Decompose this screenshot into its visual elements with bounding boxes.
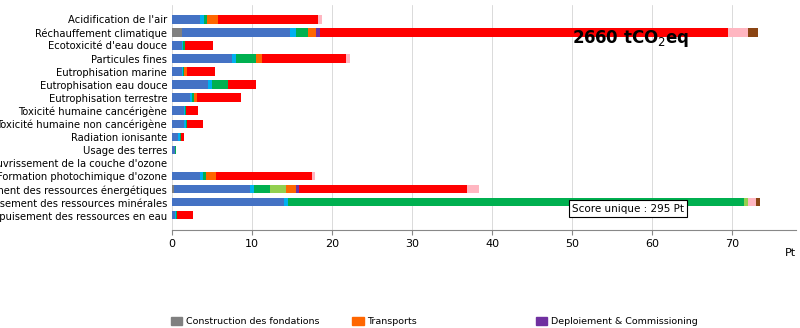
- Bar: [262, 54, 346, 63]
- Bar: [172, 41, 182, 50]
- Bar: [206, 172, 216, 180]
- Text: Score unique : 295 Pt: Score unique : 295 Pt: [572, 204, 684, 214]
- Bar: [320, 28, 728, 37]
- Bar: [728, 28, 748, 37]
- Bar: [181, 133, 184, 141]
- Bar: [182, 41, 183, 50]
- Bar: [194, 93, 197, 102]
- Bar: [200, 172, 203, 180]
- Bar: [185, 41, 213, 50]
- Bar: [184, 67, 187, 76]
- Bar: [270, 185, 286, 193]
- Bar: [172, 119, 184, 128]
- Bar: [228, 80, 256, 89]
- Bar: [318, 15, 322, 24]
- Bar: [296, 28, 308, 37]
- Bar: [178, 133, 181, 141]
- Bar: [185, 107, 186, 115]
- Bar: [256, 54, 262, 63]
- Bar: [236, 54, 256, 63]
- Bar: [290, 28, 296, 37]
- Bar: [182, 28, 290, 37]
- Bar: [172, 146, 175, 154]
- Bar: [299, 185, 467, 193]
- Bar: [216, 172, 312, 180]
- Bar: [186, 107, 198, 115]
- Bar: [312, 172, 315, 180]
- Bar: [296, 185, 299, 193]
- Bar: [187, 67, 215, 76]
- Bar: [203, 172, 206, 180]
- Bar: [308, 28, 316, 37]
- Bar: [284, 198, 288, 206]
- Bar: [172, 185, 174, 193]
- Bar: [208, 80, 212, 89]
- Bar: [172, 67, 182, 76]
- Bar: [286, 185, 296, 193]
- Bar: [748, 28, 758, 37]
- Bar: [346, 54, 350, 63]
- Bar: [197, 93, 241, 102]
- Bar: [250, 185, 254, 193]
- Bar: [207, 15, 218, 24]
- Bar: [316, 28, 320, 37]
- Text: Pt: Pt: [785, 248, 796, 257]
- Bar: [182, 67, 184, 76]
- Bar: [187, 119, 203, 128]
- Bar: [172, 15, 200, 24]
- Legend: Construction des fondations, RH pour construire la NectarCAM, Électricité pour o: Construction des fondations, RH pour con…: [167, 313, 701, 328]
- Bar: [184, 107, 185, 115]
- Bar: [172, 107, 184, 115]
- Bar: [467, 185, 479, 193]
- Bar: [212, 80, 228, 89]
- Bar: [744, 198, 748, 206]
- Bar: [174, 185, 250, 193]
- Bar: [254, 185, 270, 193]
- Bar: [204, 15, 207, 24]
- Bar: [183, 41, 185, 50]
- Bar: [172, 54, 232, 63]
- Bar: [172, 198, 284, 206]
- Bar: [288, 198, 744, 206]
- Bar: [177, 211, 193, 219]
- Bar: [172, 172, 200, 180]
- Bar: [172, 133, 178, 141]
- Bar: [232, 54, 236, 63]
- Bar: [190, 93, 192, 102]
- Bar: [184, 119, 186, 128]
- Bar: [172, 80, 208, 89]
- Bar: [176, 211, 177, 219]
- Bar: [756, 198, 760, 206]
- Bar: [172, 28, 182, 37]
- Bar: [748, 198, 756, 206]
- Bar: [200, 15, 204, 24]
- Text: 2660 tCO$_2$eq: 2660 tCO$_2$eq: [572, 29, 690, 50]
- Bar: [192, 93, 194, 102]
- Bar: [172, 93, 190, 102]
- Bar: [218, 15, 318, 24]
- Bar: [186, 119, 187, 128]
- Bar: [172, 211, 175, 219]
